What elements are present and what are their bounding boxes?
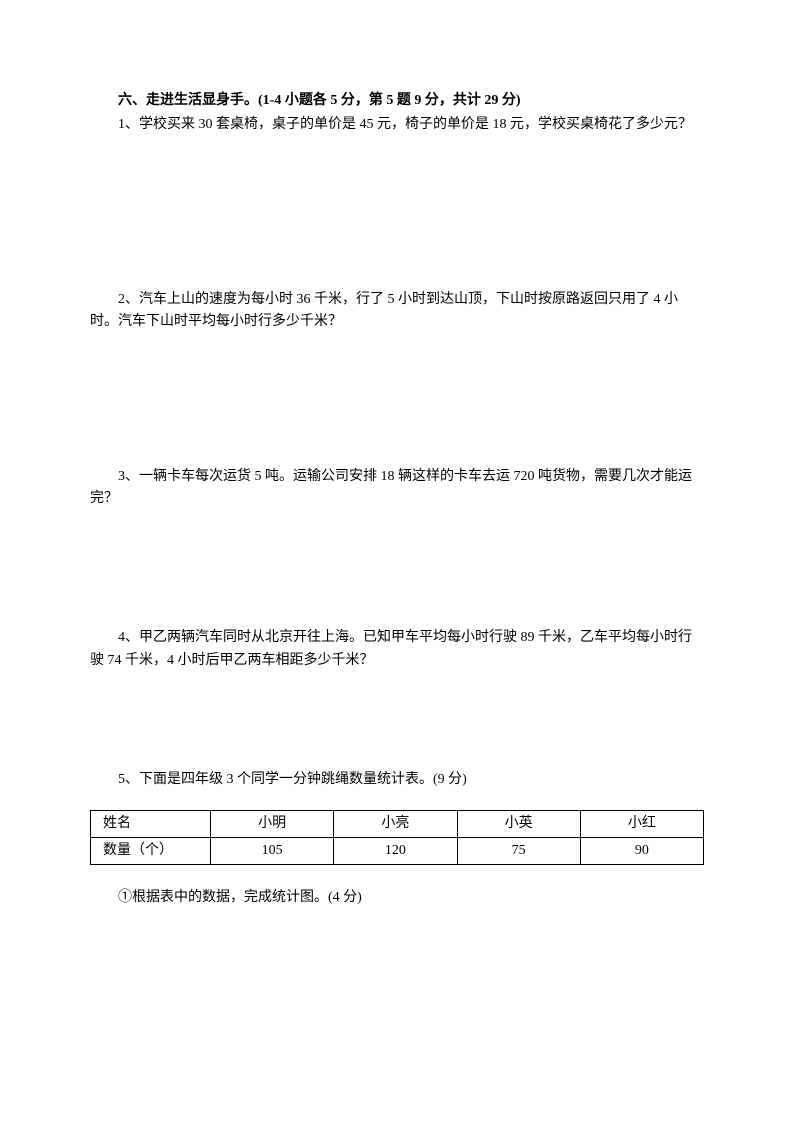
table-cell: 90 bbox=[580, 837, 703, 864]
table-header-cell: 小明 bbox=[211, 810, 334, 837]
answer-space-3 bbox=[90, 512, 704, 627]
table-row-label: 数量（个） bbox=[91, 837, 211, 864]
question-5-title: 5、下面是四年级 3 个同学一分钟跳绳数量统计表。(9 分) bbox=[90, 769, 704, 791]
answer-space-2 bbox=[90, 336, 704, 466]
section-title: 六、走进生活显身手。(1-4 小题各 5 分，第 5 题 9 分，共计 29 分… bbox=[90, 90, 704, 112]
question-2: 2、汽车上山的速度为每小时 36 千米，行了 5 小时到达山顶，下山时按原路返回… bbox=[90, 289, 704, 334]
question-3: 3、一辆卡车每次运货 5 吨。运输公司安排 18 辆这样的卡车去运 720 吨货… bbox=[90, 466, 704, 511]
question-5-sub1: ①根据表中的数据，完成统计图。(4 分) bbox=[90, 887, 704, 909]
table-header-row: 姓名 小明 小亮 小英 小红 bbox=[91, 810, 704, 837]
table-cell: 75 bbox=[457, 837, 580, 864]
question-4: 4、甲乙两辆汽车同时从北京开往上海。已知甲车平均每小时行驶 89 千米，乙车平均… bbox=[90, 627, 704, 672]
table-data-row: 数量（个） 105 120 75 90 bbox=[91, 837, 704, 864]
data-table: 姓名 小明 小亮 小英 小红 数量（个） 105 120 75 90 bbox=[90, 810, 704, 866]
question-1: 1、学校买来 30 套桌椅，桌子的单价是 45 元，椅子的单价是 18 元，学校… bbox=[90, 114, 704, 136]
table-cell: 120 bbox=[334, 837, 457, 864]
table-header-cell: 小红 bbox=[580, 810, 703, 837]
table-header-cell: 姓名 bbox=[91, 810, 211, 837]
table-header-cell: 小亮 bbox=[334, 810, 457, 837]
table-header-cell: 小英 bbox=[457, 810, 580, 837]
table-cell: 105 bbox=[211, 837, 334, 864]
answer-space-4 bbox=[90, 674, 704, 769]
answer-space-1 bbox=[90, 139, 704, 289]
